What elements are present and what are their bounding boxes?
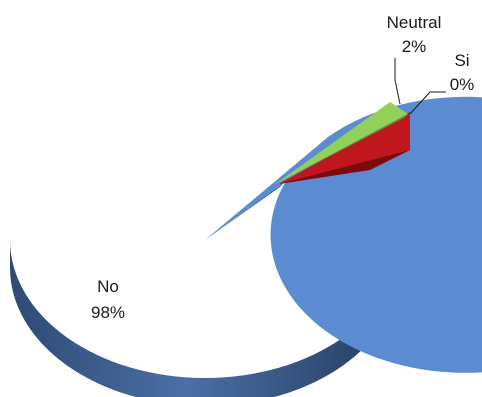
slice-no-group	[10, 96, 482, 397]
slice-neutral	[274, 102, 408, 185]
slice-no-inner-edge	[205, 181, 286, 240]
slice-no	[205, 96, 482, 373]
label-no-name: No	[97, 277, 119, 296]
slice-neutral-group	[274, 102, 408, 185]
label-neutral-name: Neutral	[387, 13, 442, 32]
label-neutral-value: 2%	[402, 37, 427, 56]
leader-line-si	[409, 91, 446, 115]
label-si-name: Si	[454, 51, 469, 70]
label-si-value: 0%	[450, 75, 475, 94]
leader-line-neutral	[394, 58, 401, 105]
slice-neutral-edge	[274, 114, 408, 185]
label-no-value: 98%	[91, 303, 125, 322]
